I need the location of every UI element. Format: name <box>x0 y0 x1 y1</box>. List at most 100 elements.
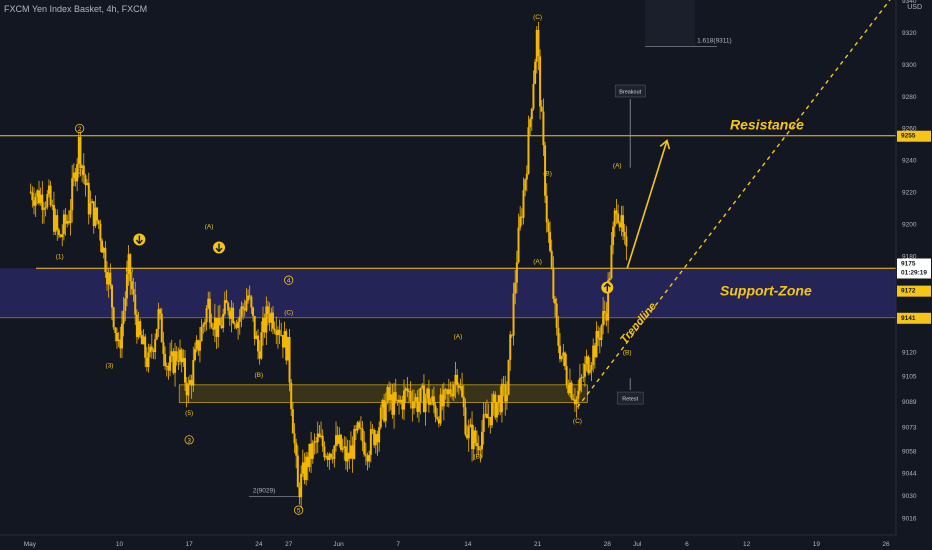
time-tick-label: 26 <box>882 541 890 548</box>
fib-label: 1.618(9311) <box>697 37 732 44</box>
candle-body <box>520 216 523 218</box>
wave-label: (C) <box>573 418 582 425</box>
candle-body <box>568 382 571 394</box>
candle-body <box>457 384 460 388</box>
candle-body <box>572 398 575 401</box>
candle-body <box>271 312 274 329</box>
wave-label-circle <box>284 275 294 285</box>
candle-body <box>47 185 50 195</box>
candle-body <box>436 416 439 420</box>
current-price-tag: 9175 <box>901 260 916 267</box>
candle-body <box>559 345 561 360</box>
candle-body <box>620 215 623 228</box>
candle-body <box>481 431 484 450</box>
candle-body <box>464 407 467 435</box>
wave-label-circle <box>75 123 85 134</box>
candle-body <box>188 380 191 385</box>
candle-body <box>554 298 557 304</box>
candle-body <box>514 282 517 294</box>
candle-body <box>578 378 581 391</box>
candle-body <box>238 316 241 322</box>
candle-body <box>288 336 291 383</box>
candle-body <box>577 390 580 399</box>
candle-body <box>46 194 49 208</box>
wave-label: (C) <box>284 310 293 317</box>
candle-body <box>263 317 266 333</box>
candle-body <box>555 303 558 328</box>
candle-body <box>539 56 542 107</box>
candle-body <box>278 329 281 335</box>
candle-body <box>149 346 152 353</box>
candle-body <box>607 280 610 321</box>
candle-body <box>476 443 479 447</box>
candle-body <box>462 396 465 408</box>
candle-body <box>122 311 125 324</box>
candle-body <box>144 336 147 358</box>
candle-body <box>338 434 341 444</box>
candle-body <box>613 210 616 227</box>
price-tick-label: 9105 <box>902 373 917 380</box>
candle-body <box>544 145 547 196</box>
candle-body <box>275 330 278 335</box>
time-tick-label: 7 <box>396 541 400 548</box>
candle-body <box>92 201 95 227</box>
candle-body <box>257 335 260 352</box>
candle-body <box>474 430 477 444</box>
candle-body <box>193 348 196 361</box>
candle-body <box>565 366 568 385</box>
candle-body <box>56 215 59 230</box>
candle-body <box>429 401 432 405</box>
candle-body <box>336 435 339 444</box>
candle-body <box>205 308 208 323</box>
candle-body <box>33 200 36 206</box>
time-tick-label: 24 <box>255 541 263 548</box>
candle-body <box>353 428 356 459</box>
candle-body <box>51 204 54 206</box>
candle-body <box>580 377 583 379</box>
candle-body <box>545 195 548 223</box>
candle-body <box>608 278 611 281</box>
candle-body <box>439 394 442 424</box>
candle-body <box>162 342 165 355</box>
candle-body <box>217 317 220 337</box>
candle-body <box>313 441 316 443</box>
candle-body <box>549 231 552 251</box>
candle-body <box>77 136 80 164</box>
candle-body <box>494 394 497 418</box>
candle-body <box>381 400 384 408</box>
time-axis: May 10 17 24 27 Jun 7 14 21 28 Jul 6 12 19 26 <box>0 534 896 548</box>
current-price-tag-bg <box>897 258 931 279</box>
time-tick-label: 12 <box>743 541 751 548</box>
candle-body <box>537 29 540 57</box>
candle-body <box>210 322 213 328</box>
candle-body <box>150 346 153 351</box>
candle-body <box>396 399 399 401</box>
candle-body <box>534 61 537 85</box>
time-tick-label: 28 <box>604 541 612 548</box>
candle-body <box>207 298 210 309</box>
candle-body <box>403 390 406 410</box>
price-tick-label: 9220 <box>902 190 917 197</box>
candle-body <box>459 386 462 388</box>
symbol-header: FXCM Yen Index Basket, 4h, FXCM <box>4 4 148 14</box>
candle-body <box>59 235 62 237</box>
candle-body <box>388 387 391 401</box>
candle-body <box>587 356 590 373</box>
candle-body <box>399 399 402 403</box>
candle-body <box>449 389 452 394</box>
candle-body <box>542 111 545 146</box>
candle-body <box>484 413 487 415</box>
retest-label: Retest <box>622 397 638 403</box>
candle-body <box>364 454 367 456</box>
candle-body <box>248 295 251 297</box>
wave-label: (B) <box>474 453 483 460</box>
candle-body <box>64 214 67 224</box>
candle-body <box>213 317 216 330</box>
candle-body <box>427 388 430 405</box>
support-zone-band <box>0 268 896 318</box>
candle-body <box>39 194 42 204</box>
candle-body <box>273 328 276 331</box>
candle-body <box>265 306 268 333</box>
candle-body <box>447 389 450 395</box>
